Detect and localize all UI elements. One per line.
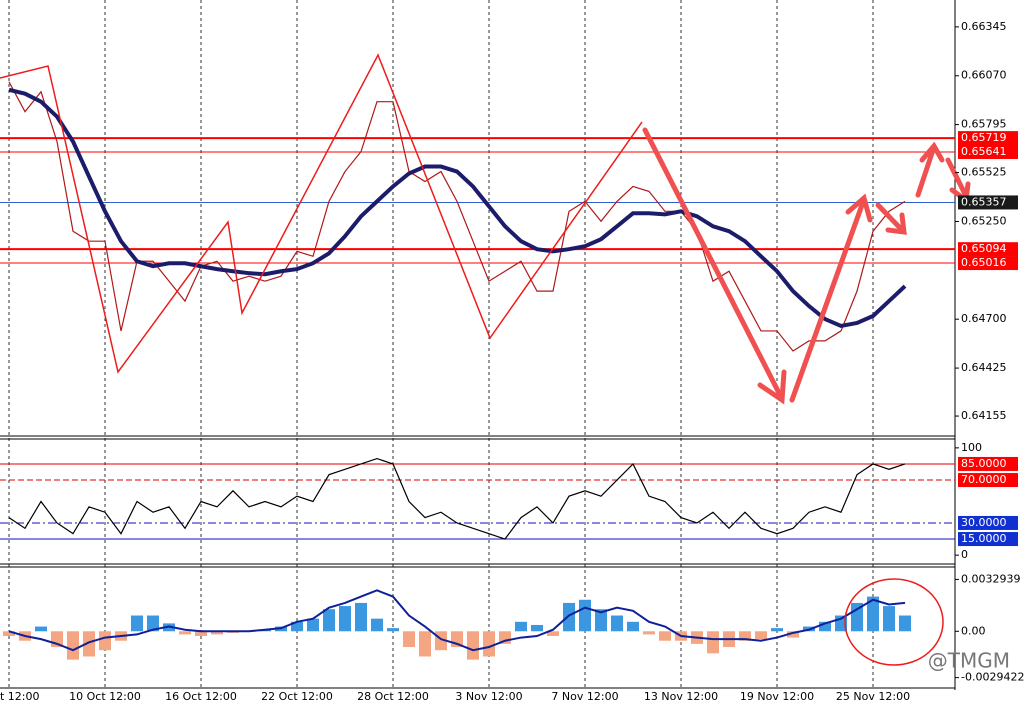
- price-label: 0.65094: [961, 242, 1007, 255]
- histogram-bar: [179, 631, 191, 635]
- histogram-bar: [131, 615, 143, 632]
- histogram-bar: [403, 631, 415, 648]
- series-line: [8, 81, 906, 352]
- histogram-bar: [35, 626, 47, 632]
- histogram-bar: [627, 621, 639, 632]
- histogram-bar: [99, 631, 111, 651]
- watermark: @TMGM: [928, 649, 1010, 673]
- histogram-bar: [467, 631, 479, 660]
- y-tick-label: -0.0029422: [961, 671, 1024, 684]
- price-label-box: [958, 131, 1018, 146]
- histogram-bar: [355, 602, 367, 632]
- histogram-bar: [307, 618, 319, 632]
- y-tick-label: 0.00: [961, 624, 986, 637]
- y-tick-label: 0.65250: [961, 214, 1007, 227]
- histogram-bar: [563, 602, 575, 632]
- price-label: 85.0000: [961, 457, 1007, 470]
- y-tick-label: 0.66345: [961, 20, 1007, 33]
- price-label-box: [958, 144, 1018, 159]
- histogram-bar: [291, 621, 303, 632]
- x-tick-label: 10 Oct 12:00: [69, 690, 141, 703]
- series-line: [8, 87, 907, 329]
- histogram-bar: [339, 606, 351, 632]
- histogram-bar: [531, 624, 543, 632]
- price-label: 0.65357: [961, 195, 1007, 208]
- histogram-bar: [579, 599, 591, 632]
- price-label: 15.0000: [961, 532, 1007, 545]
- price-label-box: [958, 532, 1018, 547]
- price-label: 0.65016: [961, 256, 1007, 269]
- y-tick-label: 0.65525: [961, 166, 1007, 179]
- histogram-bar: [3, 631, 15, 636]
- y-tick-label: 0.0032939: [961, 572, 1021, 585]
- zigzag: [0, 53, 643, 374]
- histogram-bar: [899, 615, 911, 632]
- price-label-box: [958, 456, 1018, 471]
- price-label-box: [958, 242, 1018, 257]
- histogram-bar: [195, 631, 207, 636]
- histogram-bar: [387, 628, 399, 632]
- histogram-bar: [483, 631, 495, 657]
- x-tick-label: 13 Nov 12:00: [644, 690, 718, 703]
- highlight-ellipse: [844, 578, 944, 666]
- histogram-bar: [419, 631, 431, 657]
- price-label: 0.65719: [961, 131, 1007, 144]
- histogram-bar: [739, 631, 751, 641]
- price-label: 0.65641: [961, 145, 1007, 158]
- y-tick-label: 0.65795: [961, 118, 1007, 131]
- price-label-box: [958, 473, 1018, 488]
- histogram-bar: [595, 609, 607, 632]
- histogram-bar: [707, 631, 719, 654]
- histogram-bar: [883, 606, 895, 632]
- price-label: 30.0000: [961, 516, 1007, 529]
- x-tick-label: 16 Oct 12:00: [165, 690, 237, 703]
- histogram-bar: [643, 631, 655, 635]
- arrows: [642, 127, 971, 405]
- histogram-bar: [323, 609, 335, 632]
- histogram-bar: [547, 631, 559, 636]
- x-tick-label: 22 Oct 12:00: [261, 690, 333, 703]
- x-tick-label: 28 Oct 12:00: [357, 690, 429, 703]
- y-tick-label: 0.64155: [961, 409, 1007, 422]
- price-label-box: [958, 195, 1018, 210]
- y-tick-label: 0.64425: [961, 361, 1007, 374]
- histogram-bar: [371, 618, 383, 632]
- price-label: 70.0000: [961, 473, 1007, 486]
- histogram-bar: [659, 631, 671, 641]
- x-tick-label: 7 Nov 12:00: [551, 690, 618, 703]
- histogram-bar: [67, 631, 79, 660]
- y-tick-label: 100: [961, 441, 982, 454]
- series-line: [8, 589, 906, 652]
- histogram-bar: [611, 615, 623, 632]
- histogram-bar: [787, 631, 799, 638]
- series-line: [8, 457, 906, 540]
- x-tick-label: 25 Nov 12:00: [836, 690, 910, 703]
- y-tick-label: 0.64700: [961, 312, 1007, 325]
- x-tick-label: 19 Nov 12:00: [740, 690, 814, 703]
- annotations: [0, 53, 971, 666]
- histogram-bar: [83, 631, 95, 657]
- price-label-box: [958, 515, 1018, 530]
- y-tick-label: 0: [961, 548, 968, 561]
- histogram-bar: [147, 615, 159, 632]
- histogram-bar: [755, 631, 767, 640]
- x-tick-label: 3 Nov 12:00: [455, 690, 522, 703]
- price-label-box: [958, 256, 1018, 271]
- histogram-bar: [515, 621, 527, 632]
- histogram-bar: [819, 621, 831, 632]
- y-tick-label: 0.66070: [961, 69, 1007, 82]
- histogram-bar: [867, 596, 879, 632]
- histogram-bar: [771, 628, 783, 632]
- histogram-bar: [211, 631, 223, 635]
- x-tick-label: t 12:00: [0, 690, 40, 703]
